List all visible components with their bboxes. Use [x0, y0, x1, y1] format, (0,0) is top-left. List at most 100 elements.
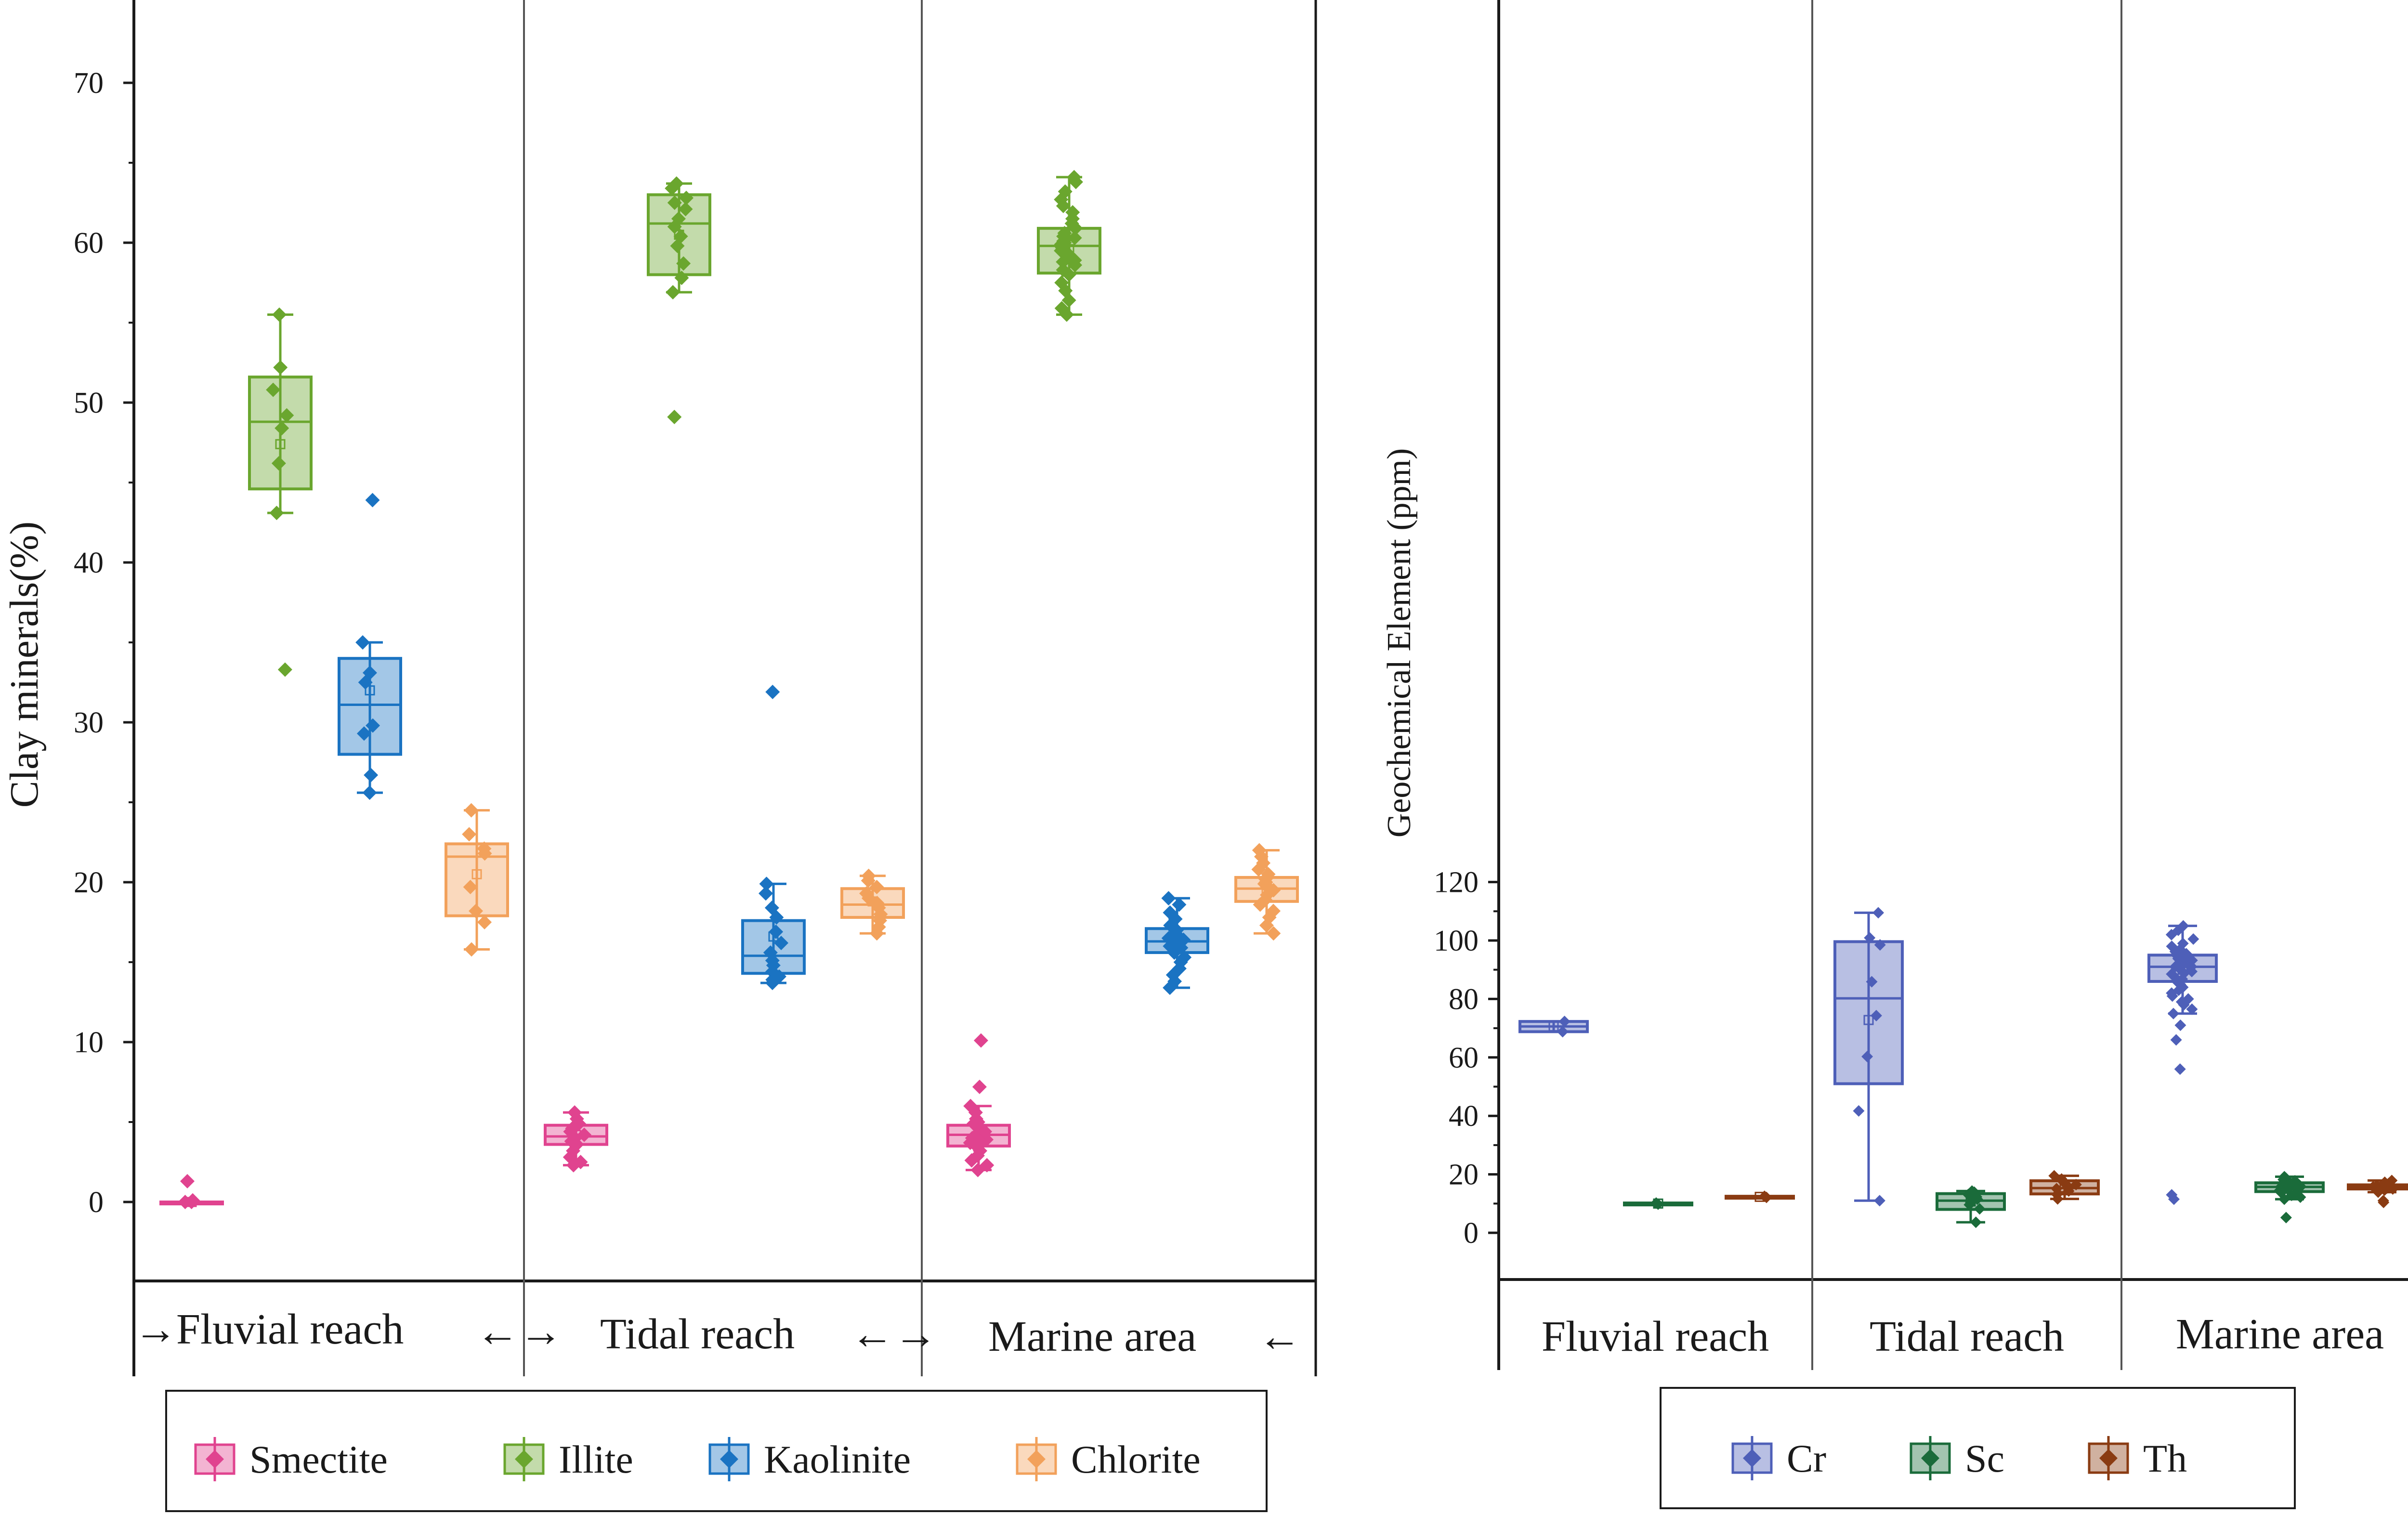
left-arrow-2: ←→	[476, 1308, 563, 1356]
data-point	[1163, 939, 1178, 953]
data-point	[1056, 254, 1071, 269]
mean-marker	[1863, 1015, 1874, 1025]
data-point	[1059, 307, 1074, 322]
clay-minerals-panel: 0 10 20 30 40 50 60 70 Clay minerals(%) → Fluvi…	[2, 0, 1317, 1376]
left-region-marine: Marine area	[988, 1313, 1196, 1360]
data-point	[2165, 928, 2177, 940]
data-point	[1861, 1050, 1873, 1062]
data-point	[1558, 1016, 1570, 1028]
data-point	[2174, 1063, 2186, 1075]
data-point	[1172, 897, 1187, 912]
box-chlorite-region-2	[1234, 843, 1299, 941]
box-kaolinite-region-2	[1145, 891, 1209, 995]
data-point	[358, 675, 373, 690]
box-sc-region-0	[1623, 1197, 1693, 1210]
data-point	[2166, 990, 2178, 1002]
data-point	[1163, 980, 1178, 995]
right-region-fluvial: Fluvial reach	[1542, 1313, 1769, 1360]
y-tick-label: 70	[74, 67, 104, 100]
data-point	[469, 903, 484, 918]
data-point	[965, 1131, 980, 1146]
right-region-tidal: Tidal reach	[1870, 1313, 2064, 1360]
left-arrow-1: →	[134, 1306, 177, 1353]
y-tick-label: 30	[74, 706, 104, 739]
data-point	[970, 1162, 985, 1177]
legend-label: Chlorite	[1071, 1437, 1201, 1481]
box-chlorite-region-0	[445, 803, 509, 957]
box-chlorite-region-1	[840, 868, 905, 941]
data-point	[1970, 1216, 1982, 1228]
data-point	[1056, 198, 1071, 213]
box-smectite-region-2	[946, 1033, 1011, 1177]
box-cr-region-2	[2147, 920, 2218, 1205]
left-y-ticks: 0 10 20 30 40 50 60 70	[74, 67, 134, 1219]
legend-item-th: Th	[2088, 1436, 2187, 1480]
y-tick-label: 50	[74, 387, 104, 419]
data-point	[676, 256, 691, 271]
y-tick-label: 0	[89, 1186, 104, 1219]
data-point	[1853, 1105, 1865, 1117]
data-point	[365, 493, 380, 508]
y-tick-label: 60	[1449, 1042, 1479, 1074]
box-cr-region-0	[1518, 1016, 1589, 1038]
data-point	[1874, 939, 1886, 951]
box-iqr	[1833, 940, 1904, 1085]
data-point	[666, 285, 681, 300]
box-sc-region-1	[1936, 1185, 2006, 1228]
data-point	[1067, 231, 1082, 246]
y-tick-label: 20	[1449, 1159, 1479, 1191]
left-legend-items: Smectite Illite Kaolinite Chlorite	[194, 1437, 1201, 1481]
legend-marker	[515, 1450, 533, 1468]
data-point	[1161, 891, 1176, 906]
data-point	[2367, 1181, 2379, 1193]
right-y-axis-label: Geochemical Element (ppm)	[1381, 448, 1418, 838]
right-region-marine: Marine area	[2176, 1310, 2384, 1358]
data-point	[2187, 933, 2199, 945]
legend-label: Sc	[1965, 1437, 2004, 1480]
legend-label: Smectite	[249, 1437, 388, 1481]
data-point	[462, 827, 477, 842]
legend-marker	[1027, 1450, 1046, 1468]
data-point	[362, 785, 377, 800]
data-point	[178, 1195, 193, 1209]
data-point	[1971, 1193, 1983, 1205]
data-point	[759, 876, 774, 891]
legend-marker	[206, 1450, 224, 1468]
data-point	[769, 910, 784, 925]
data-point	[275, 421, 289, 436]
data-point	[769, 924, 784, 939]
data-point	[964, 1153, 979, 1168]
box-th-region-2	[2347, 1175, 2408, 1208]
data-point	[1259, 918, 1274, 933]
data-point	[1870, 1009, 1882, 1021]
data-point	[269, 506, 284, 521]
data-point	[1962, 1188, 1974, 1201]
left-box-plots	[159, 170, 1299, 1209]
data-point	[670, 238, 685, 253]
legend-marker	[1743, 1449, 1761, 1467]
left-region-labels: → Fluvial reach ←→ Tidal reach ←→ Marine…	[134, 1306, 1301, 1360]
data-point	[2166, 968, 2178, 980]
data-point	[271, 456, 286, 471]
data-point	[972, 1079, 987, 1094]
left-region-fluvial: Fluvial reach	[176, 1306, 404, 1353]
data-point	[667, 409, 682, 424]
legend-marker	[1921, 1449, 1939, 1467]
data-point	[869, 879, 884, 894]
data-point	[1068, 174, 1083, 189]
box-cr-region-1	[1833, 907, 1904, 1207]
y-tick-label: 120	[1434, 866, 1479, 899]
left-legend: Smectite Illite Kaolinite Chlorite	[165, 1390, 1268, 1512]
right-legend: Cr Sc Th	[1660, 1387, 2296, 1509]
box-smectite-region-1	[544, 1105, 608, 1173]
right-legend-frame	[1660, 1387, 2296, 1509]
right-box-plots	[1518, 907, 2408, 1228]
data-point	[273, 360, 288, 375]
legend-marker	[2099, 1449, 2118, 1467]
box-kaolinite-region-1	[741, 684, 806, 991]
box-sc-region-2	[2254, 1171, 2325, 1224]
data-point	[2167, 1007, 2179, 1019]
box-kaolinite-region-0	[338, 493, 402, 800]
mean-marker	[1548, 1021, 1559, 1032]
